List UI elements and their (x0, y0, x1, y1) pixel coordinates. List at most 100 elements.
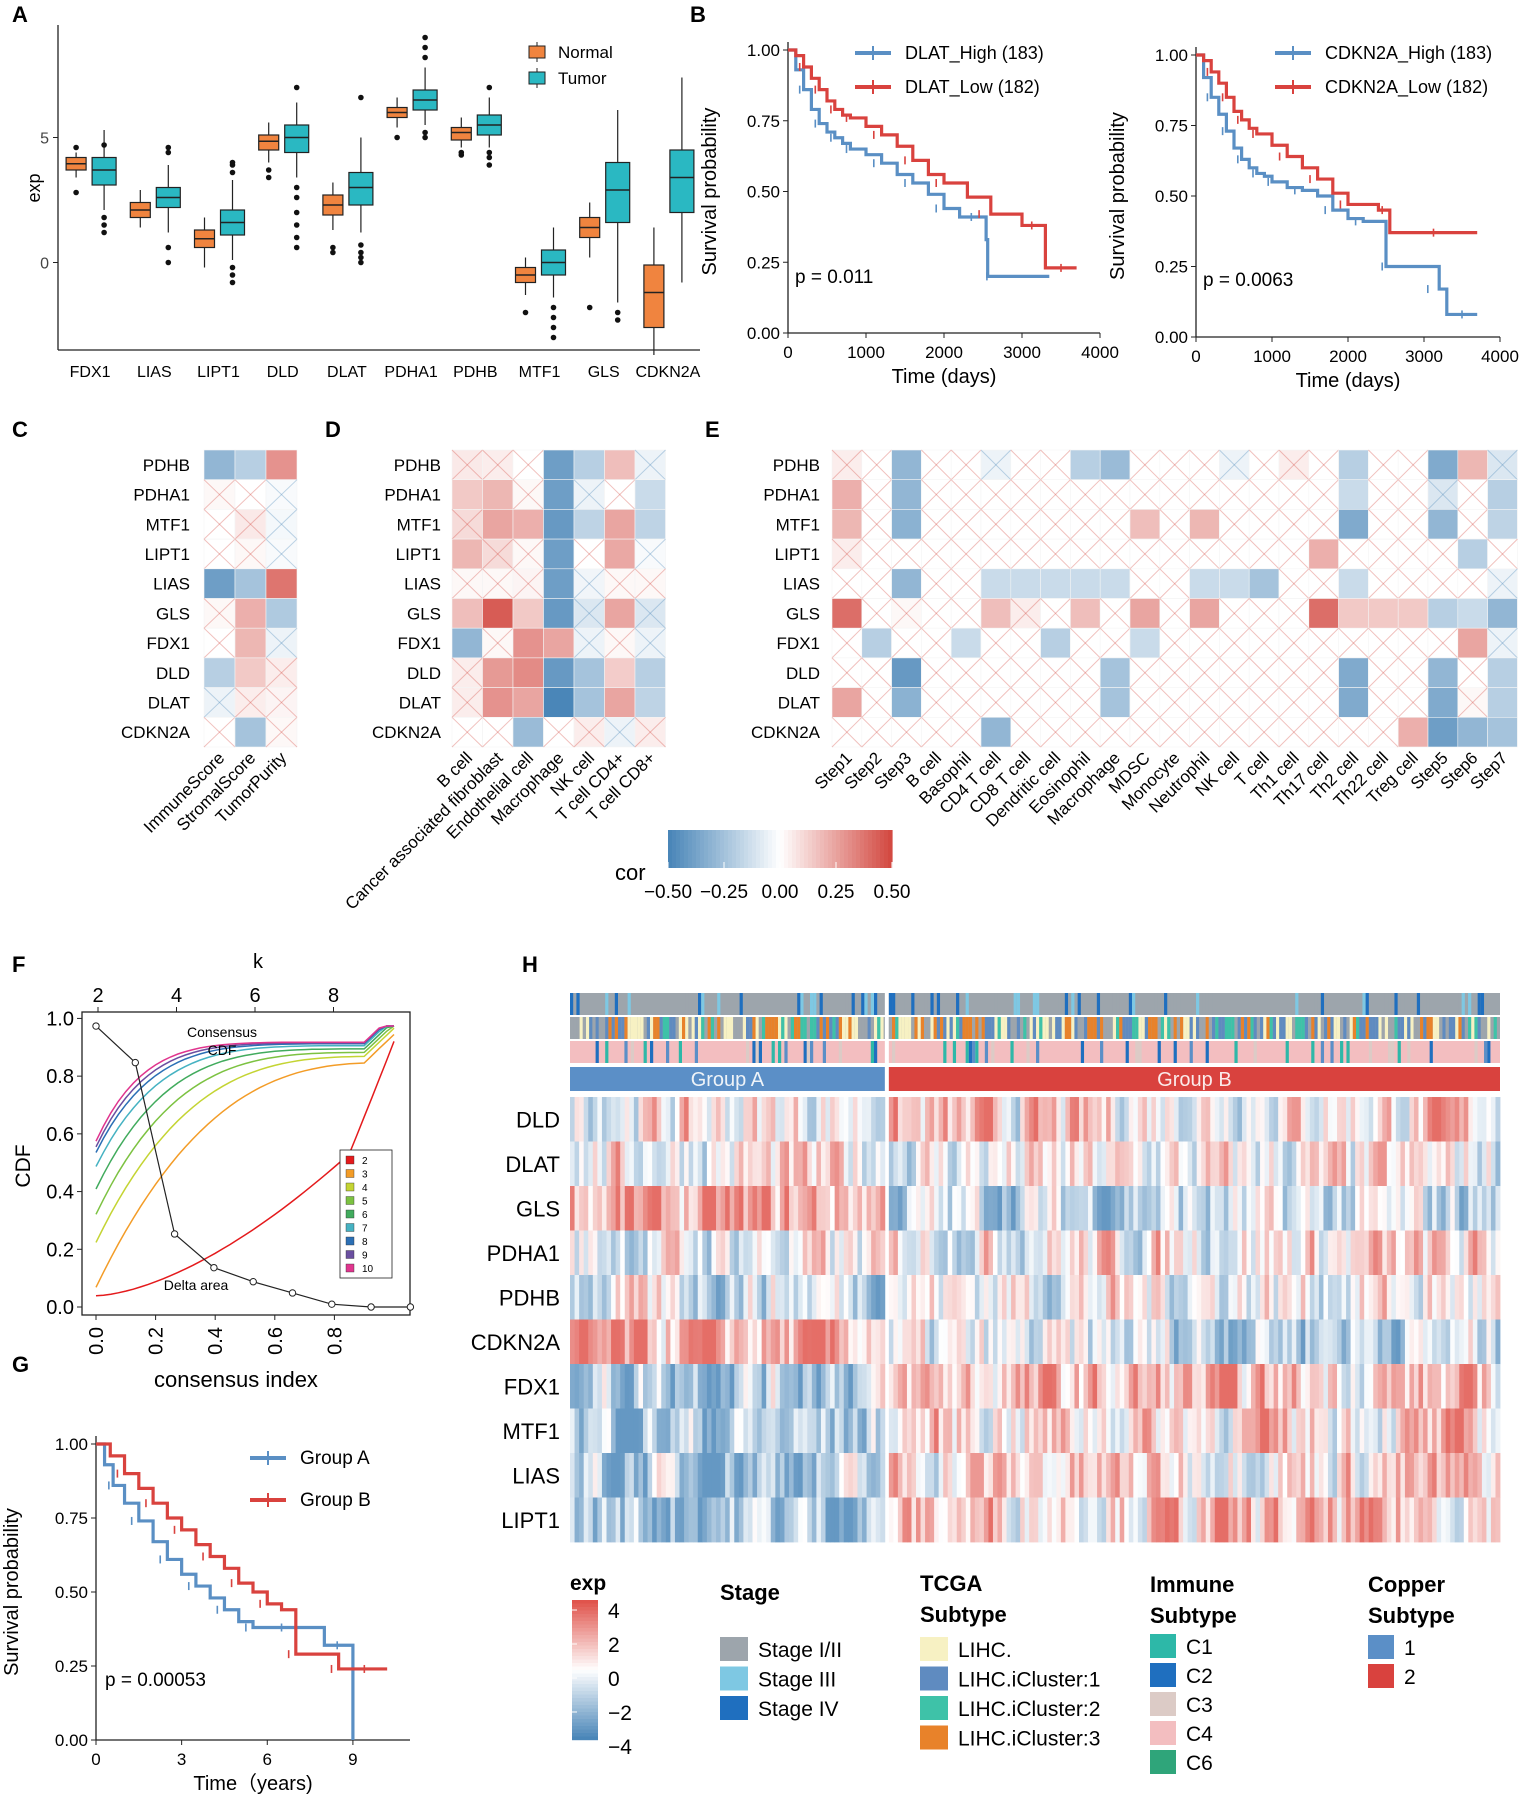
immune-legend-swatch (1150, 1692, 1176, 1716)
heat-cell (647, 1141, 653, 1187)
x-tick-label: FDX1 (70, 364, 111, 381)
non-sig-cross (1457, 657, 1488, 688)
cor-cell (451, 687, 483, 718)
heat-cell (1210, 1230, 1216, 1276)
heat-cell (1219, 1364, 1225, 1409)
heat-cell (992, 1097, 998, 1142)
non-sig-cross (891, 716, 922, 748)
non-sig-cross (203, 479, 236, 510)
km-curve-0 (96, 1442, 355, 1740)
stage-annotation-bar-stripe (870, 993, 874, 1015)
heat-cell (1002, 1408, 1007, 1454)
heat-cell (656, 1097, 662, 1142)
heat-cell (992, 1275, 998, 1320)
cor-cell (482, 479, 514, 510)
heat-cell (1006, 1230, 1012, 1276)
heat-cell (1124, 1097, 1130, 1142)
heat-cell (1463, 1230, 1469, 1276)
y-tick-label: 0.25 (1155, 258, 1188, 277)
cor-cell (1189, 627, 1220, 659)
heat-cell (1495, 1364, 1501, 1409)
heat-cell (679, 1275, 685, 1320)
heat-cell (1468, 1186, 1474, 1231)
heat-cell (789, 1230, 794, 1276)
non-sig-cross (1129, 657, 1161, 688)
heat-cell (897, 1364, 903, 1409)
x-tick-label: 3 (177, 1750, 186, 1769)
heat-cell (606, 1497, 612, 1543)
heat-cell (830, 1097, 836, 1142)
heat-cell (1219, 1497, 1225, 1543)
tcga-annotation-bar-stripe (1308, 1017, 1312, 1039)
heat-cell (1463, 1319, 1469, 1365)
heat-cell (1029, 1097, 1035, 1142)
heat-cell (583, 1408, 589, 1454)
heat-cell (1454, 1319, 1460, 1365)
tcga-annotation-bar-stripe (914, 1017, 918, 1039)
heat-cell (1110, 1097, 1116, 1142)
heat-cell (916, 1408, 921, 1454)
heat-cell (1373, 1497, 1379, 1543)
cor-gradient-step (832, 830, 837, 868)
box-outlier (265, 167, 272, 173)
heat-cell (1477, 1453, 1483, 1498)
non-sig-cross (1308, 479, 1339, 510)
heat-cell (1432, 1364, 1438, 1409)
non-sig-cross (1248, 687, 1280, 718)
non-sig-cross (921, 657, 952, 688)
heat-cell (1327, 1141, 1333, 1187)
heat-cell (1346, 1319, 1352, 1365)
non-sig-cross (1010, 479, 1041, 510)
heat-cell (1214, 1364, 1220, 1409)
tcga-annotation-bar-stripe (602, 1017, 606, 1039)
legend-label: Group B (300, 1490, 371, 1511)
heat-cell (743, 1275, 749, 1320)
heat-cell (1106, 1364, 1112, 1409)
tcga-annotation-bar-stripe (1196, 1017, 1200, 1039)
heat-cell (1382, 1364, 1388, 1409)
cor-cell (1338, 568, 1369, 599)
non-sig-cross (831, 568, 863, 599)
heat-cell (1246, 1275, 1252, 1320)
heat-cell (1024, 1097, 1030, 1142)
heat-cell (974, 1408, 980, 1454)
cor-cell (512, 716, 544, 748)
tcga-annotation-bar-stripe (1148, 1017, 1152, 1039)
heat-cell (1468, 1319, 1474, 1365)
non-sig-cross (1070, 479, 1101, 510)
heat-cell (1400, 1186, 1406, 1231)
heat-cell (875, 1453, 881, 1498)
heat-cell (711, 1230, 717, 1276)
cor-cell (1248, 716, 1280, 748)
heat-cell (974, 1453, 980, 1498)
cor-cell (831, 449, 863, 481)
non-sig-cross (1219, 598, 1250, 629)
x-axis-title: Time (days) (1296, 370, 1401, 392)
heat-cell (1495, 1186, 1501, 1231)
tcga-annotation-bar-stripe (595, 1017, 599, 1039)
cor-cell (512, 657, 544, 688)
heat-cell (1228, 1319, 1234, 1365)
heat-cell (1332, 1275, 1338, 1320)
tcga-annotation-bar-stripe (984, 1017, 989, 1039)
heat-cell (761, 1319, 767, 1365)
heat-cell (834, 1186, 840, 1231)
heat-cell (1436, 1186, 1442, 1231)
x-axis-title: Time（years) (193, 1772, 312, 1795)
heat-cell (1241, 1497, 1247, 1543)
non-sig-cross (1189, 687, 1220, 718)
tcga-annotation-bar-stripe (904, 1017, 909, 1039)
heat-cell (1155, 1230, 1161, 1276)
cor-cell (980, 568, 1012, 599)
tcga-annotation-bar-stripe (1074, 1017, 1078, 1039)
heat-cell (1020, 1453, 1026, 1498)
heat-cell (766, 1097, 772, 1142)
heat-cell (1300, 1497, 1306, 1543)
non-sig-cross (1278, 479, 1310, 510)
non-sig-cross (1189, 449, 1220, 481)
heat-cell (601, 1097, 607, 1142)
non-sig-cross (1159, 568, 1190, 599)
heat-cell (1490, 1230, 1496, 1276)
heat-cell (711, 1097, 717, 1142)
heat-cell (1056, 1230, 1062, 1276)
